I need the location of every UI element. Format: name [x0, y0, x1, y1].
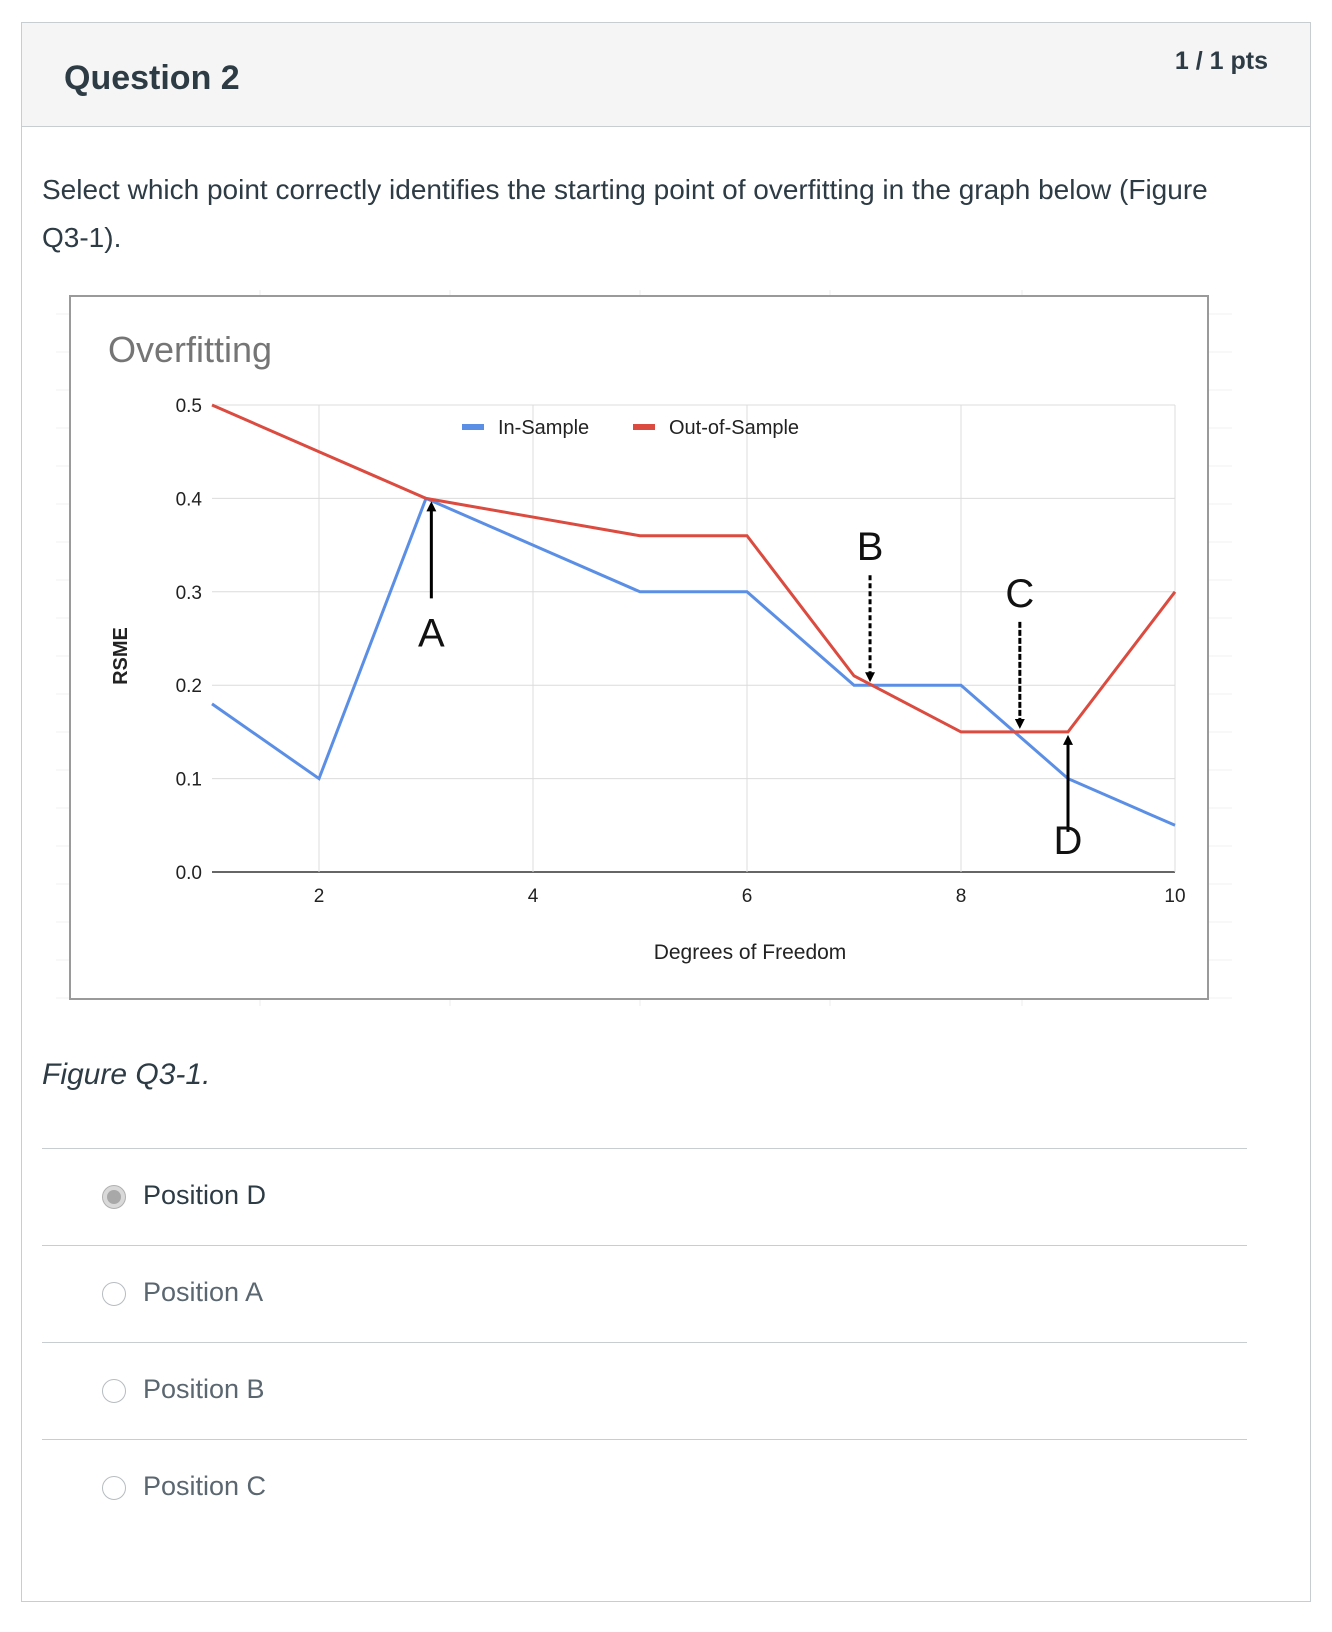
y-tick-label: 0.2 — [176, 676, 202, 697]
y-tick-label: 0.1 — [176, 770, 202, 791]
radio-button-selected[interactable] — [102, 1185, 126, 1209]
question-prompt: Select which point correctly identifies … — [42, 174, 1208, 253]
x-tick-label: 6 — [742, 886, 753, 907]
annotation-label-a: A — [418, 611, 445, 655]
answer-option-d[interactable]: Position D — [42, 1148, 1247, 1245]
plot-area: 0.5 0.4 0.3 0.2 0.1 0.0 2 4 6 8 10 A B C D — [176, 396, 1186, 907]
chart-title: Overfitting — [108, 329, 272, 370]
legend-label-in-sample: In-Sample — [498, 417, 589, 439]
y-tick-label: 0.5 — [176, 396, 202, 417]
y-tick-label: 0.3 — [176, 583, 202, 604]
answer-option-b[interactable]: Position B — [42, 1342, 1247, 1439]
answer-label: Position C — [143, 1471, 267, 1501]
answer-label: Position B — [143, 1374, 265, 1404]
radio-button[interactable] — [102, 1379, 126, 1403]
overfitting-chart: Overfitting 0.5 0.4 0.3 0.2 0.1 0.0 2 4 6 8 10 A B C D… — [56, 290, 1232, 1006]
legend-label-out-of-sample: Out-of-Sample — [669, 417, 799, 439]
x-tick-label: 10 — [1164, 886, 1185, 907]
answer-label: Position A — [143, 1277, 264, 1307]
question-title: Question 2 — [64, 59, 240, 97]
radio-button[interactable] — [102, 1282, 126, 1306]
x-axis-label: Degrees of Freedom — [654, 941, 847, 964]
radio-button[interactable] — [102, 1476, 126, 1500]
y-tick-label: 0.4 — [176, 489, 203, 510]
legend-swatch-out-of-sample — [633, 424, 655, 430]
y-axis-label: RSME — [110, 627, 132, 685]
question-points: 1 / 1 pts — [1174, 47, 1268, 75]
answer-option-c[interactable]: Position C — [42, 1439, 1247, 1536]
answer-option-a[interactable]: Position A — [42, 1245, 1247, 1342]
y-tick-label: 0.0 — [176, 863, 202, 884]
x-tick-label: 8 — [956, 886, 967, 907]
chart-frame — [69, 295, 1209, 1000]
annotation-label-b: B — [857, 525, 884, 569]
answer-list: Position D Position A Position B Positio… — [42, 1148, 1247, 1536]
question-header: Question 2 1 / 1 pts — [22, 23, 1310, 127]
x-tick-label: 4 — [528, 886, 539, 907]
figure-image: Overfitting 0.5 0.4 0.3 0.2 0.1 0.0 2 4 6 8 10 A B C D… — [50, 286, 1238, 1024]
x-tick-label: 2 — [314, 886, 325, 907]
chart-legend: In-Sample Out-of-Sample — [462, 417, 799, 439]
answer-label: Position D — [143, 1180, 267, 1210]
figure-caption: Figure Q3-1. — [42, 1058, 211, 1091]
legend-swatch-in-sample — [462, 424, 484, 430]
annotation-label-d: D — [1054, 819, 1083, 863]
annotation-label-c: C — [1005, 572, 1034, 616]
series-line-out-of-sample — [211, 403, 1177, 734]
